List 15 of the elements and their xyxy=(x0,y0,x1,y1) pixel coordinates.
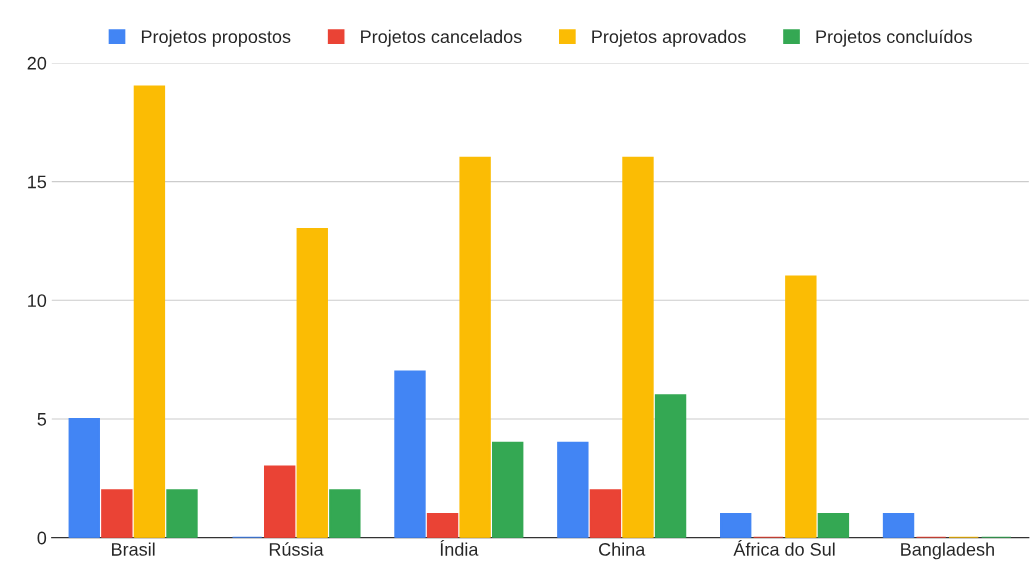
x-tick-label: Bangladesh xyxy=(901,542,994,560)
legend-label: Projetos cancelados xyxy=(361,29,522,47)
x-tick-label: África do Sul xyxy=(733,539,835,556)
y-tick-label: 15 xyxy=(28,175,47,189)
x-tick-label: Brasil xyxy=(112,542,155,556)
legend-label: Projetos propostos xyxy=(141,29,291,47)
x-tick-label: Índia xyxy=(440,539,479,556)
y-tick-label: 10 xyxy=(28,294,47,308)
legend-label: Projetos aprovados xyxy=(592,29,746,47)
legend-label: Projetos concluídos xyxy=(816,29,972,47)
x-tick-label: Rússia xyxy=(269,542,324,556)
x-tick-label: China xyxy=(599,542,646,556)
y-tick-label: 20 xyxy=(27,56,47,70)
y-tick-label: 0 xyxy=(37,531,47,545)
y-tick-label: 5 xyxy=(37,413,47,426)
